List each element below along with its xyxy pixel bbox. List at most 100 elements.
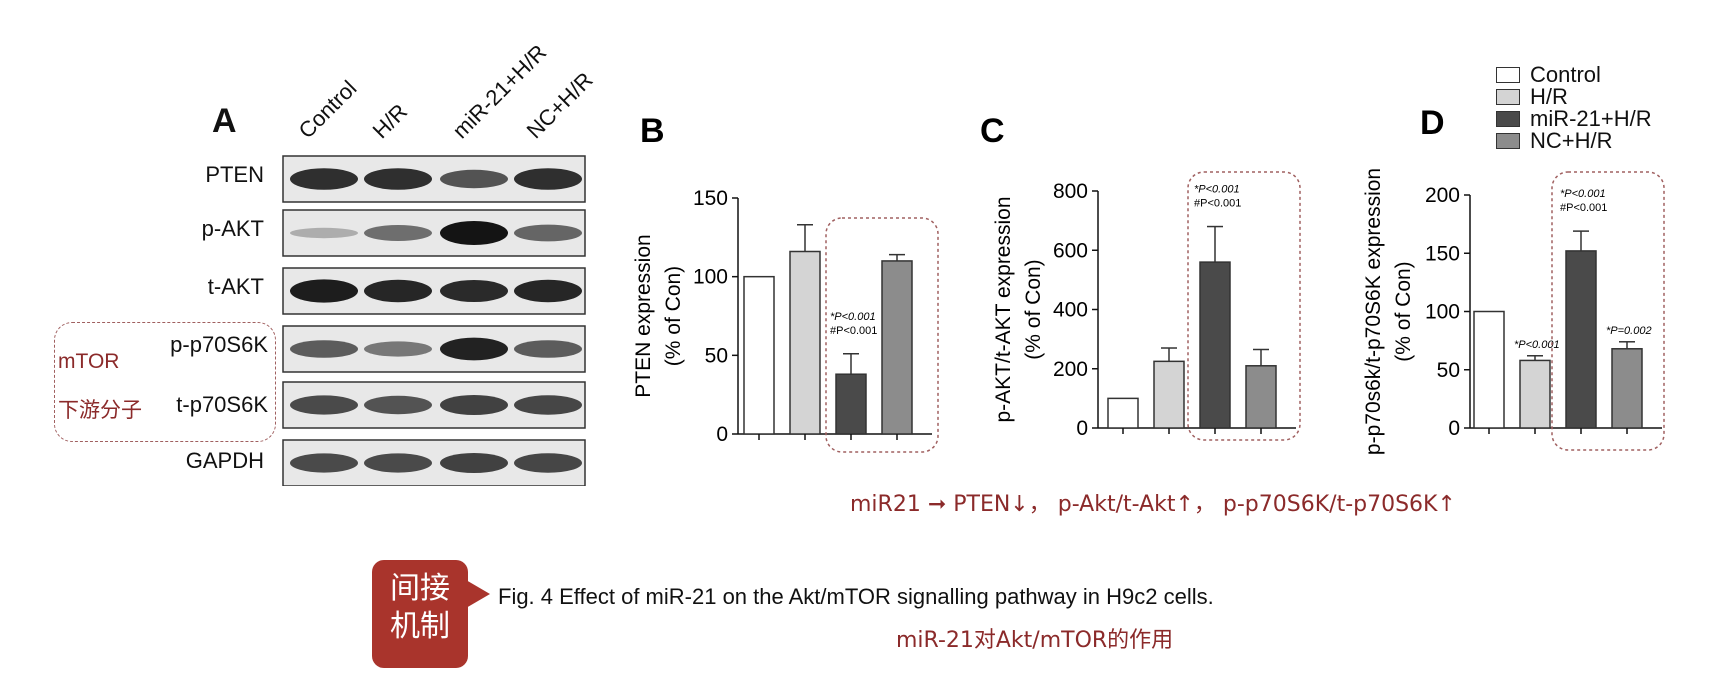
protein-label-gapdh: GAPDH	[185, 448, 264, 473]
legend-item-mir21-hr: miR-21+H/R	[1496, 106, 1676, 131]
mtor-downstream-group-box	[54, 322, 276, 442]
panel-c-bar-0	[1107, 397, 1139, 429]
panel-b-letter: B	[640, 112, 665, 150]
legend-label-control: Control	[1530, 62, 1601, 87]
blot-band	[364, 279, 432, 303]
callout-line-1: 间接	[390, 571, 450, 606]
legend-label-mir21-hr: miR-21+H/R	[1530, 106, 1652, 131]
panel-c-highlight-box	[1187, 171, 1301, 441]
panel-c-letter: C	[980, 112, 1005, 150]
legend-swatch-hr	[1496, 89, 1520, 105]
blot-band	[364, 395, 432, 415]
legend-swatch-control	[1496, 67, 1520, 83]
panel-d-bar-1	[1519, 359, 1551, 429]
panel-d-y-label-unit: (% of Con)	[1392, 261, 1415, 361]
panel-b-y-tick-label: 50	[705, 344, 728, 367]
blot-band	[514, 279, 582, 303]
blot-band	[290, 340, 358, 358]
blot-band	[364, 168, 432, 190]
legend-swatch-mir21-hr	[1496, 111, 1520, 127]
panel-a-letter: A	[212, 102, 237, 140]
panel-c-y-tick-label: 600	[1053, 239, 1088, 262]
panel-c-y-label: p-AKT/t-AKT expression	[992, 196, 1015, 422]
blot-band	[440, 453, 508, 473]
panel-c-annotation-0: *P<0.001	[1194, 184, 1240, 196]
group-label-mtor: mTOR	[58, 350, 120, 373]
blot-band	[290, 227, 358, 239]
panel-d-letter: D	[1420, 104, 1445, 142]
protein-label-p-akt: p-AKT	[201, 216, 264, 241]
protein-label-t-akt: t-AKT	[207, 274, 264, 299]
panel-b-bar-2	[835, 373, 867, 435]
blot-band	[290, 168, 358, 190]
protein-label-pten: PTEN	[205, 162, 264, 187]
legend-label-hr: H/R	[1530, 84, 1568, 109]
panel-d-bar-0	[1473, 310, 1505, 429]
blot-band	[440, 337, 508, 361]
panel-d-annotation-2: *P=0.002	[1606, 325, 1652, 337]
blot-band	[364, 453, 432, 473]
blot-band	[514, 168, 582, 190]
panel-d-annotation-0: *P<0.001	[1514, 339, 1560, 351]
blot-band	[514, 395, 582, 415]
bar-charts-bcd: B 0 50 100 150 PTEN expression (% of Con) *P<0.…	[632, 104, 1665, 455]
blot-band	[364, 225, 432, 241]
panel-c-bar-2	[1199, 261, 1231, 429]
legend-item-nc-hr: NC+H/R	[1496, 128, 1676, 153]
panel-d-y-tick-label: 50	[1437, 359, 1460, 382]
chart-legend: Control H/R miR-21+H/R NC+H/R	[1496, 62, 1676, 153]
panel-d-annotation-1: *P<0.001	[1560, 188, 1606, 200]
panel-d-highlight-box	[1551, 171, 1665, 451]
panel-c-y-tick-label: 400	[1053, 299, 1088, 322]
panel-c-annotation-0-b: #P<0.001	[1194, 198, 1241, 210]
protein-label-t-p70s6k: t-p70S6K	[176, 392, 268, 417]
callout-pointer	[466, 580, 490, 608]
panel-d-annotation-1-b: #P<0.001	[1560, 202, 1607, 214]
western-blot-image	[282, 155, 586, 486]
blot-band	[440, 169, 508, 189]
panel-c-y-label-unit: (% of Con)	[1022, 259, 1045, 359]
panel-b-y-tick-label: 100	[693, 266, 728, 289]
summary-text: miR21 ➞ PTEN↓， p-Akt/t-Akt↑， p-p70S6K/t-…	[850, 492, 1456, 517]
panel-b-highlight-box	[825, 217, 939, 453]
panel-d-y-tick-label: 0	[1448, 417, 1460, 440]
panel-c-y-tick-label: 800	[1053, 180, 1088, 203]
panel-d-y-label: p-p70s6k/t-p70S6K expression	[1362, 168, 1385, 455]
panel-b-annotation-0: *P<0.001	[830, 311, 876, 323]
blot-band	[440, 221, 508, 245]
legend-swatch-nc-hr	[1496, 133, 1520, 149]
panel-b-bar-0	[743, 275, 775, 435]
panel-c-bar-1	[1153, 360, 1185, 429]
panel-c-y-tick-label: 0	[1076, 417, 1088, 440]
panel-d-bar-3	[1611, 348, 1643, 429]
blot-band	[290, 395, 358, 415]
blot-band	[364, 341, 432, 357]
panel-d-y-tick-label: 200	[1425, 184, 1460, 207]
callout-line-2: 机制	[390, 609, 450, 644]
panel-b-y-tick-label: 150	[693, 187, 728, 210]
blot-band	[514, 453, 582, 473]
mechanism-callout: 间接 机制	[372, 560, 468, 668]
blot-band	[440, 279, 508, 303]
group-label-downstream: 下游分子	[58, 398, 142, 422]
legend-label-nc-hr: NC+H/R	[1530, 128, 1613, 153]
blot-band	[290, 279, 358, 303]
panel-b-bar-3	[881, 260, 913, 435]
panel-b-annotation-0-b: #P<0.001	[830, 325, 877, 337]
legend-item-hr: H/R	[1496, 84, 1676, 109]
panel-d-y-tick-label: 100	[1425, 301, 1460, 324]
protein-label-p-p70s6k: p-p70S6K	[170, 332, 268, 357]
blot-band	[290, 453, 358, 473]
blot-band	[440, 395, 508, 415]
panel-b-y-label: PTEN expression	[632, 234, 655, 397]
legend-item-control: Control	[1496, 62, 1676, 87]
panel-d-y-tick-label: 150	[1425, 242, 1460, 265]
panel-b-bar-1	[789, 250, 821, 435]
figure-caption-cn: miR-21对Akt/mTOR的作用	[896, 628, 1174, 653]
blot-band	[514, 224, 582, 242]
panel-b-y-tick-label: 0	[716, 423, 728, 446]
panel-c-y-tick-label: 200	[1053, 358, 1088, 381]
panel-d-bar-2	[1565, 250, 1597, 429]
figure-caption-en: Fig. 4 Effect of miR-21 on the Akt/mTOR …	[498, 584, 1214, 609]
panel-c-bar-3	[1245, 365, 1277, 429]
